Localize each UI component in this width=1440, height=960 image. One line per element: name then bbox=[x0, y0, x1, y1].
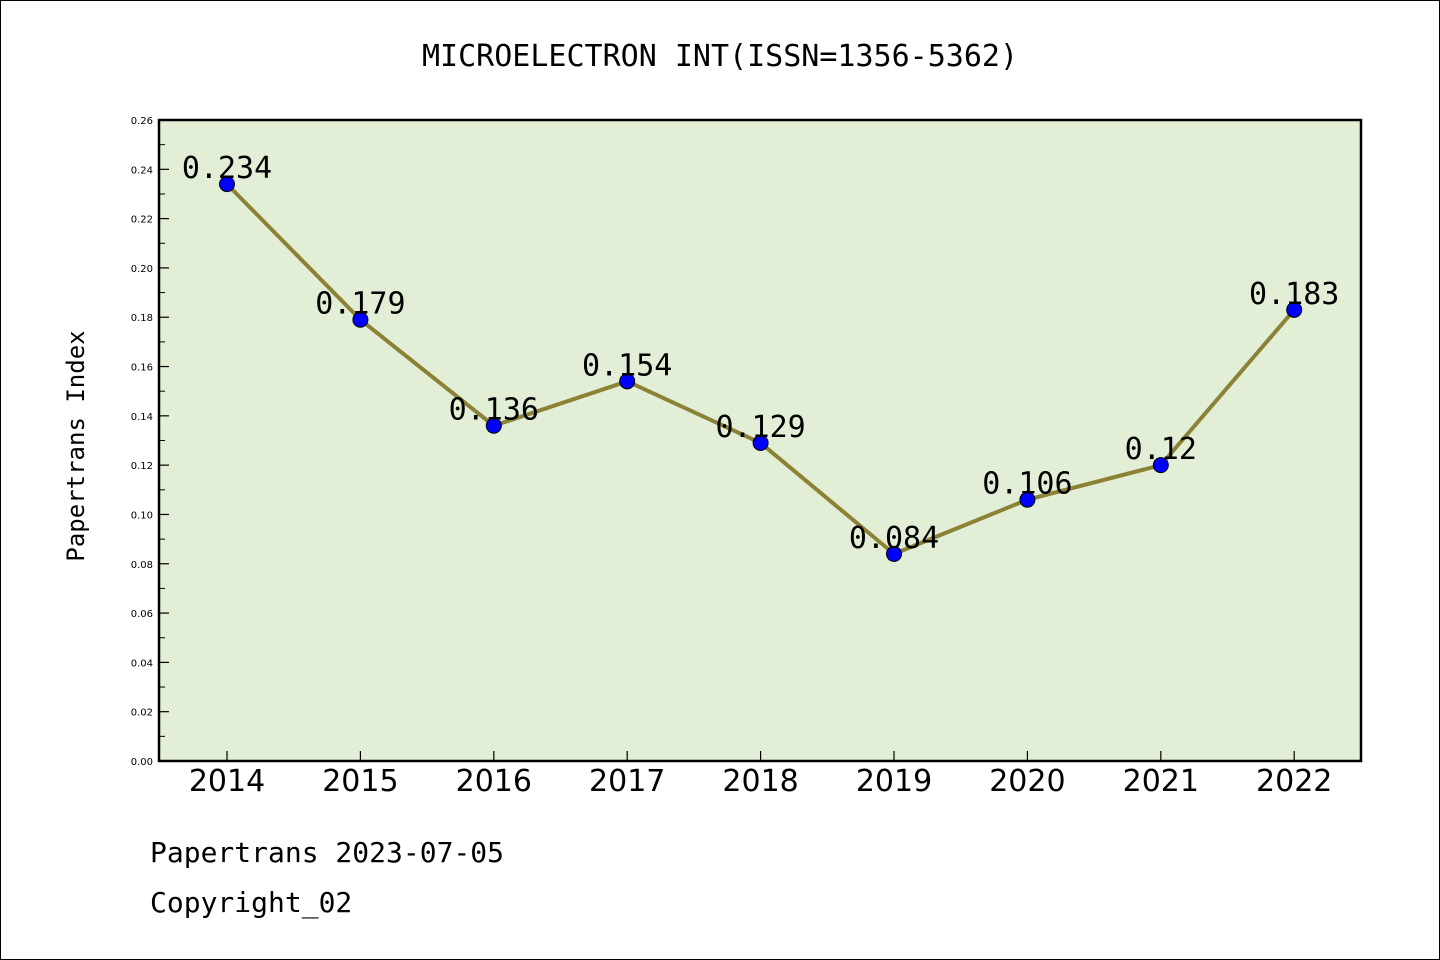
y-tick-label: 0.08 bbox=[131, 560, 153, 571]
data-label: 0.129 bbox=[715, 410, 805, 445]
x-tick-label: 2018 bbox=[722, 764, 798, 799]
y-tick-label: 0.00 bbox=[131, 757, 153, 768]
data-label: 0.136 bbox=[449, 393, 539, 428]
y-axis: 0.00 0.02 0.04 0.06 0.08 0.10 0.12 0.14 0.16 0.18… bbox=[131, 116, 169, 768]
y-tick-label: 0.14 bbox=[131, 412, 153, 423]
data-label: 0.154 bbox=[582, 348, 672, 383]
x-tick-label: 2019 bbox=[856, 764, 932, 799]
y-tick-label: 0.12 bbox=[131, 461, 153, 472]
y-tick-label: 0.26 bbox=[131, 116, 153, 127]
x-axis: 2014 2015 2016 2017 2018 2019 2020 2021 2022 bbox=[189, 751, 1332, 799]
data-point bbox=[219, 176, 235, 193]
data-point bbox=[352, 311, 369, 328]
y-axis-label: Papertrans Index bbox=[62, 330, 90, 561]
x-tick-label: 2021 bbox=[1123, 764, 1199, 799]
y-tick-label: 0.18 bbox=[131, 313, 153, 324]
x-tick-label: 2022 bbox=[1256, 764, 1332, 799]
data-label: 0.084 bbox=[849, 521, 939, 556]
chart-title: MICROELECTRON INT(ISSN=1356-5362) bbox=[422, 39, 1018, 74]
data-point bbox=[1019, 491, 1036, 508]
x-tick-label: 2017 bbox=[589, 764, 665, 799]
y-tick-label: 0.22 bbox=[131, 215, 153, 226]
footer-copyright: Copyright_02 bbox=[150, 886, 353, 919]
data-label: 0.183 bbox=[1249, 277, 1339, 312]
y-tick-label: 0.16 bbox=[131, 363, 153, 374]
y-tick-label: 0.04 bbox=[131, 658, 153, 669]
x-tick-label: 2016 bbox=[456, 764, 532, 799]
data-point bbox=[1152, 457, 1169, 474]
data-point bbox=[619, 373, 636, 390]
series-markers bbox=[219, 176, 1303, 562]
data-label: 0.234 bbox=[182, 151, 272, 186]
y-tick-label: 0.20 bbox=[131, 264, 153, 275]
y-tick-label: 0.02 bbox=[131, 708, 153, 719]
data-label: 0.106 bbox=[982, 467, 1072, 502]
data-labels: 0.234 0.179 0.136 0.154 0.129 0.084 0.106 0.12 0… bbox=[182, 151, 1340, 556]
y-tick-label: 0.24 bbox=[131, 165, 153, 176]
y-tick-label: 0.06 bbox=[131, 609, 153, 620]
data-point bbox=[886, 545, 902, 562]
footer-date: Papertrans 2023-07-05 bbox=[150, 836, 505, 869]
data-point bbox=[485, 417, 502, 434]
x-tick-label: 2020 bbox=[989, 764, 1065, 799]
x-tick-label: 2014 bbox=[189, 764, 265, 799]
data-label: 0.179 bbox=[315, 287, 405, 322]
data-label: 0.12 bbox=[1125, 432, 1197, 467]
data-point bbox=[1286, 301, 1303, 318]
y-tick-label: 0.10 bbox=[131, 510, 153, 521]
data-point bbox=[752, 434, 769, 451]
x-tick-label: 2015 bbox=[322, 764, 398, 799]
